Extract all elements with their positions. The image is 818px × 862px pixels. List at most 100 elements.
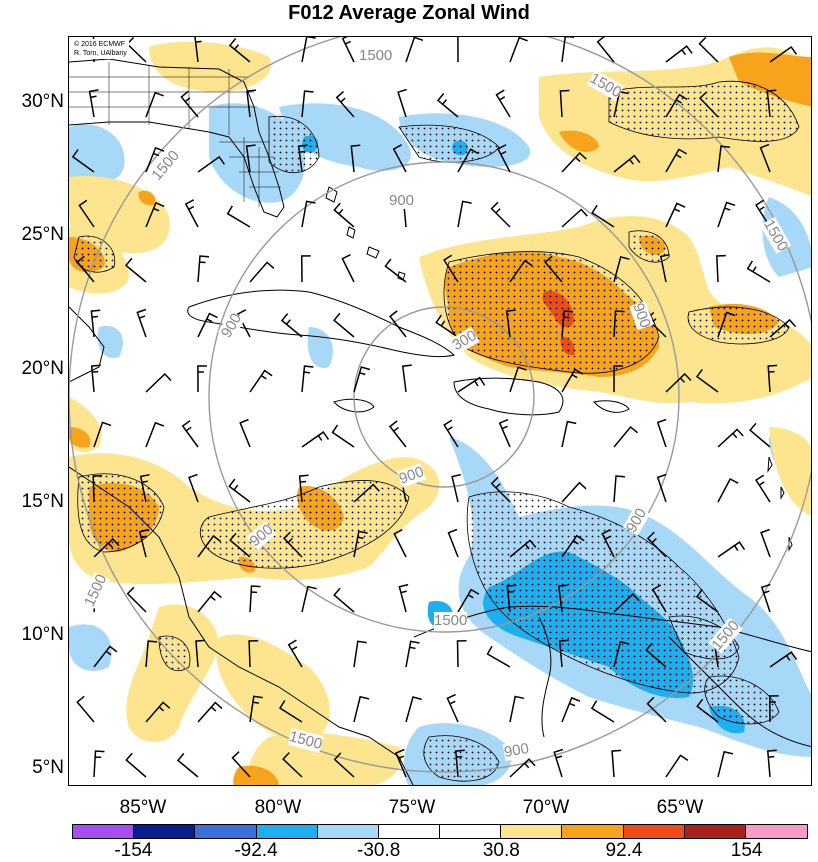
wind-barb	[767, 364, 778, 393]
colorbar-segment	[73, 825, 135, 838]
wind-barb	[561, 208, 588, 228]
lat-label-10n: 10°N	[21, 624, 64, 645]
colorbar-label: -92.4	[234, 840, 278, 861]
lon-label-75w: 75°W	[388, 797, 436, 818]
wind-barb	[760, 583, 771, 613]
wind-barb	[611, 749, 622, 778]
wind-barb	[341, 254, 355, 283]
wind-barb	[665, 202, 686, 228]
colorbar-segment	[317, 825, 379, 838]
wind-barb	[746, 260, 771, 283]
wind-barb	[590, 700, 615, 723]
wind-barb	[249, 261, 275, 283]
wind-barb	[665, 45, 693, 63]
wind-barb	[559, 89, 570, 118]
wind-barb	[759, 143, 771, 173]
wind-barb	[384, 258, 407, 283]
wind-barb	[197, 534, 222, 558]
wind-barb	[88, 89, 99, 118]
wind-barb	[651, 584, 667, 613]
lat-label-30n: 30°N	[21, 91, 64, 112]
wind-barb	[496, 144, 511, 173]
wind-barb	[509, 37, 528, 63]
colorbar-segment	[195, 825, 257, 838]
wind-barb	[353, 483, 380, 503]
map-credit: © 2016 ECMWF R. Torn, UAlbany	[72, 39, 129, 59]
wind-barb	[195, 639, 205, 668]
wind-barb	[509, 539, 537, 558]
wind-barb	[749, 422, 771, 448]
wind-barb	[596, 37, 615, 63]
wind-barb	[176, 752, 199, 778]
wind-barb	[665, 754, 689, 778]
colorbar-segment	[440, 825, 502, 838]
wind-barb	[282, 752, 303, 778]
wind-barb	[509, 758, 536, 778]
wind-barb	[561, 37, 575, 63]
lon-label-65w: 65°W	[656, 797, 704, 818]
wind-barb	[696, 698, 719, 723]
wind-barb	[557, 584, 568, 613]
wind-barb	[561, 151, 587, 173]
wind-barb	[126, 37, 147, 63]
wind-barb	[301, 585, 317, 613]
wind-barb	[335, 91, 355, 118]
wind-barb	[278, 700, 303, 723]
wind-barb	[613, 154, 641, 173]
wind-barbs	[71, 37, 798, 778]
wind-barb	[645, 642, 667, 668]
colorbar-label: 92.4	[605, 840, 643, 861]
lon-label-80w: 80°W	[254, 797, 302, 818]
wind-barb	[665, 148, 688, 173]
wind-barb	[760, 528, 771, 558]
credit-author: R. Torn, UAlbany	[74, 50, 127, 57]
wind-barb	[353, 640, 367, 668]
wind-barb	[561, 481, 587, 503]
wind-barb	[553, 748, 564, 778]
wind-barb	[145, 201, 165, 228]
wind-barb	[90, 364, 101, 393]
wind-barb	[392, 144, 407, 173]
wind-barb	[558, 639, 569, 668]
wind-barb	[495, 89, 511, 118]
coastlines	[69, 58, 811, 785]
wind-barb	[93, 421, 112, 448]
colorbar-segment	[378, 825, 441, 838]
wind-barb	[280, 313, 303, 338]
contour-label: 900	[389, 192, 415, 209]
wind-barb	[544, 255, 563, 283]
wind-barb	[248, 639, 259, 668]
colorbar-segment	[745, 825, 808, 838]
wind-barb	[397, 88, 407, 118]
wind-barb	[717, 145, 730, 173]
credit-copyright: © 2016 ECMWF	[74, 41, 126, 48]
wind-barb	[613, 255, 630, 283]
colorbar-label: 30.8	[482, 840, 520, 861]
wind-barb	[656, 418, 667, 448]
wind-barb	[446, 693, 459, 723]
wind-barb	[509, 259, 533, 283]
wind-barb	[401, 364, 412, 393]
wind-barb	[506, 584, 517, 613]
wind-barb	[124, 257, 147, 283]
wind-barb	[451, 473, 461, 503]
wind-barb	[561, 696, 581, 723]
wind-barb	[145, 372, 172, 393]
wind-barb	[457, 588, 480, 613]
wind-barb	[226, 205, 251, 228]
wind-barb	[613, 640, 630, 668]
range-rings	[69, 37, 811, 773]
colorbar-label: -30.8	[357, 840, 401, 861]
wind-barb	[126, 586, 147, 613]
wind-barb	[769, 45, 798, 63]
wind-barb	[698, 91, 719, 118]
wind-barb	[197, 590, 222, 613]
wind-barb	[613, 425, 638, 448]
wind-barb	[228, 38, 251, 63]
wind-barb	[505, 309, 516, 338]
wind-barb	[197, 312, 218, 338]
wind-barb	[769, 318, 797, 338]
stippled-areas	[73, 80, 800, 782]
wind-barb	[717, 477, 739, 503]
wind-barb	[755, 199, 771, 228]
